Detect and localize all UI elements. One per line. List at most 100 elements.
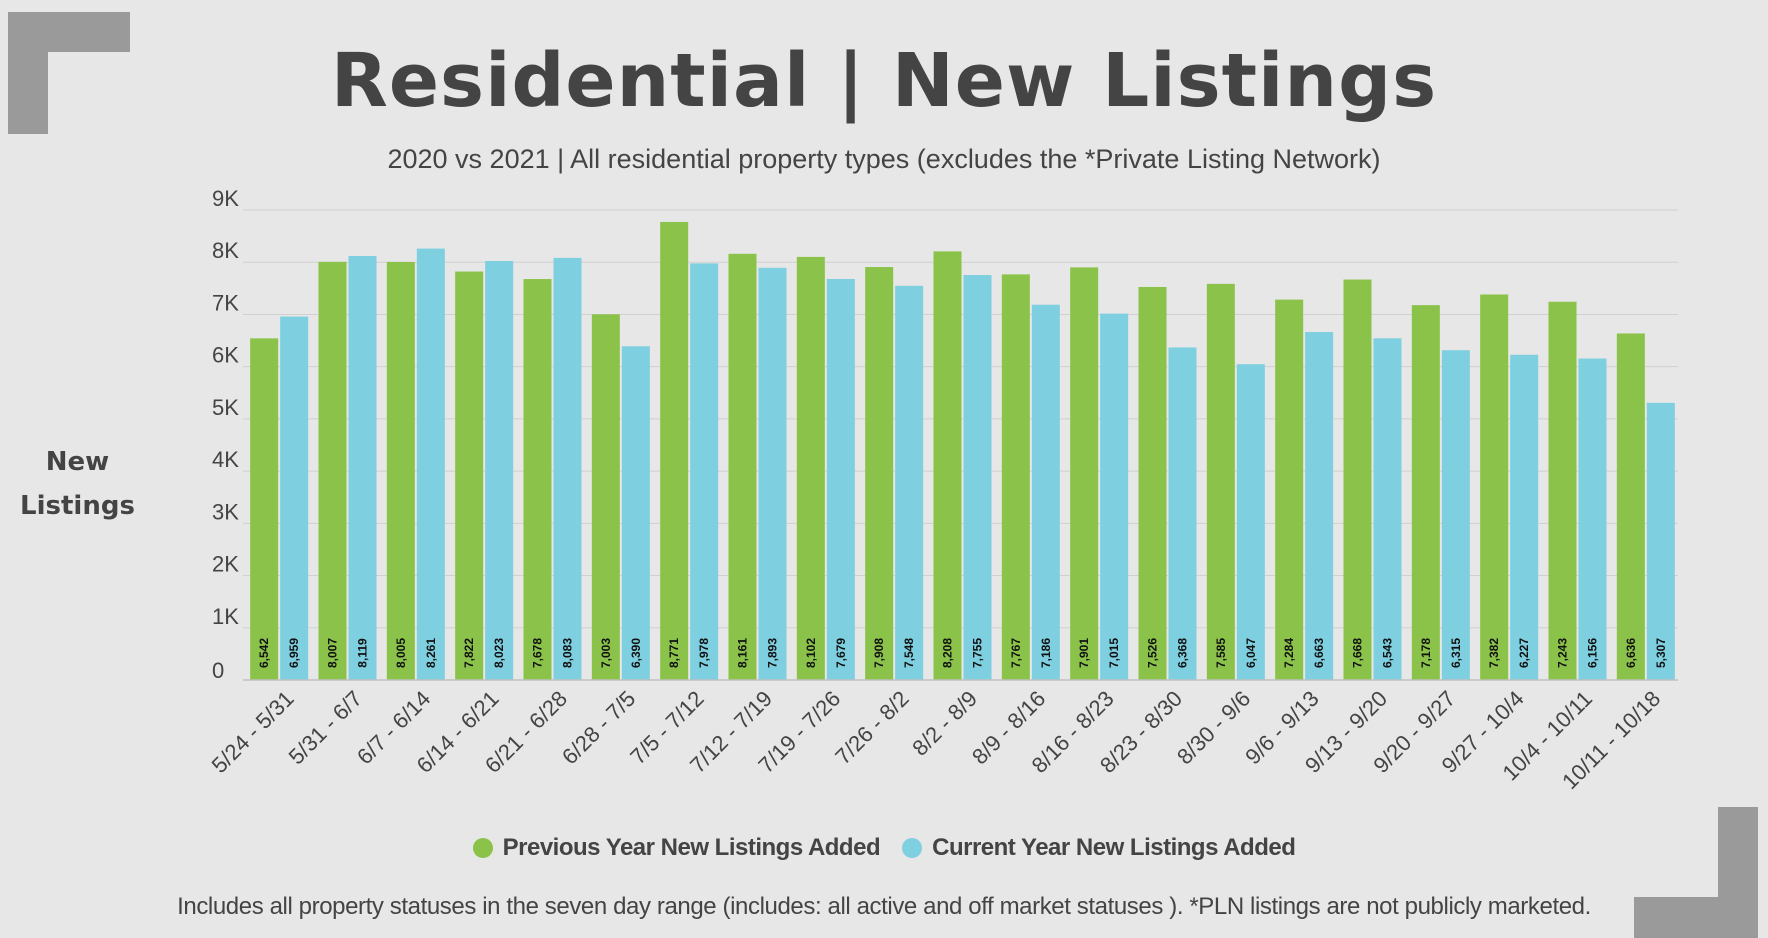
bar-current [690, 263, 719, 680]
y-tick-label: 3K [212, 499, 239, 524]
bar-chart: 0 1K 2K 3K 4K 5K 6K 7K 8K 9K 6,542 6,959 5/24 - 5/31… [207, 186, 1678, 794]
bar-previous [796, 256, 825, 680]
x-tick-label: 5/24 - 5/31 [207, 686, 299, 778]
bar-previous [1070, 267, 1099, 680]
legend-swatch-previous [472, 838, 493, 858]
legend-label-previous: Previous Year New Listings Added [502, 834, 881, 861]
data-label: 8,208 [941, 638, 955, 668]
data-label: 8,771 [667, 638, 681, 668]
bar-previous [660, 221, 689, 680]
data-label: 7,548 [902, 638, 916, 668]
data-label: 7,901 [1077, 638, 1091, 668]
bar-previous [1548, 301, 1577, 680]
bar-current [1646, 402, 1675, 680]
page-title: Residential | New Listings [330, 38, 1438, 124]
data-label: 6,047 [1244, 638, 1258, 668]
data-label: 6,636 [1624, 638, 1638, 668]
bar-current [485, 261, 514, 680]
bar-previous [933, 251, 962, 681]
data-label: 7,015 [1107, 638, 1121, 668]
data-label: 6,156 [1586, 638, 1600, 668]
y-tick-label: 6K [212, 343, 239, 368]
bar-current [621, 346, 650, 680]
data-label: 7,186 [1039, 638, 1053, 668]
y-axis-label: New Listings [20, 447, 135, 521]
data-label: 6,315 [1449, 638, 1463, 668]
data-label: 8,161 [736, 638, 750, 668]
data-label: 7,678 [531, 638, 545, 668]
page-subtitle: 2020 vs 2021 | All residential property … [387, 144, 1381, 174]
data-label: 7,767 [1009, 638, 1023, 668]
data-label: 8,023 [492, 638, 506, 668]
data-label: 7,908 [872, 638, 886, 668]
bar-current [1100, 313, 1129, 680]
data-label: 7,822 [462, 638, 476, 668]
data-label: 7,178 [1419, 638, 1433, 668]
bar-current [1168, 347, 1197, 680]
data-label: 8,005 [394, 638, 408, 668]
x-tick-label: 6/28 - 7/5 [557, 686, 640, 769]
data-label: 7,284 [1282, 638, 1296, 668]
data-label: 7,978 [697, 638, 711, 668]
data-label: 8,007 [326, 638, 340, 668]
bar-previous [318, 261, 347, 680]
legend-item-current: Current Year New Listings Added [902, 834, 1296, 862]
bar-previous [728, 253, 757, 680]
y-tick-label: 0 [212, 658, 224, 683]
data-label: 6,959 [287, 638, 301, 668]
corner-bracket-top-left-vertical [8, 12, 48, 134]
bar-previous [1616, 333, 1645, 680]
bar-current [758, 267, 787, 680]
bar-current [1510, 354, 1539, 680]
bar-previous [1138, 286, 1167, 680]
data-label: 7,668 [1351, 638, 1365, 668]
bar-previous [1411, 305, 1440, 680]
data-label: 5,307 [1654, 638, 1668, 668]
bar-current [895, 285, 924, 680]
bar-current [1373, 338, 1402, 680]
bar-previous [1480, 294, 1509, 680]
bar-previous [386, 261, 415, 680]
data-label: 6,663 [1312, 638, 1326, 668]
data-label: 7,893 [766, 638, 780, 668]
bar-previous [591, 314, 620, 680]
bar-current [1578, 358, 1607, 680]
data-label: 7,755 [971, 638, 985, 668]
data-label: 7,585 [1214, 638, 1228, 668]
x-tick-label: 7/26 - 8/2 [830, 686, 913, 769]
y-tick-label: 2K [212, 552, 239, 577]
data-label: 7,526 [1146, 638, 1160, 668]
data-label: 6,542 [257, 638, 271, 668]
bar-previous [523, 279, 552, 680]
data-label: 7,003 [599, 638, 613, 668]
corner-bracket-bottom-right-vertical [1718, 807, 1758, 938]
bar-previous [865, 267, 894, 680]
bar-current [1441, 350, 1470, 680]
y-tick-label: 9K [212, 186, 239, 211]
data-label: 6,227 [1517, 638, 1531, 668]
data-label: 7,243 [1556, 638, 1570, 668]
data-label: 8,102 [804, 638, 818, 668]
bar-current [280, 316, 309, 680]
bar-current [826, 278, 855, 680]
bar-previous [1275, 299, 1304, 680]
bar-current [1305, 332, 1334, 680]
bar-previous [250, 338, 279, 680]
data-label: 7,679 [834, 638, 848, 668]
bar-previous [1343, 279, 1372, 680]
bar-previous [1206, 283, 1235, 680]
chart-legend: Previous Year New Listings Added Current… [0, 834, 1768, 862]
y-tick-label: 1K [212, 604, 239, 629]
legend-item-previous: Previous Year New Listings Added [472, 834, 881, 862]
y-tick-label: 7K [212, 290, 239, 315]
bar-previous [1001, 274, 1030, 680]
bar-previous [455, 271, 484, 680]
data-label: 6,390 [629, 638, 643, 668]
bar-current [1031, 304, 1060, 680]
bar-current [416, 248, 445, 680]
bar-current [553, 257, 582, 680]
data-label: 6,368 [1176, 638, 1190, 668]
data-label: 8,261 [424, 638, 438, 668]
footnote: Includes all property statuses in the se… [177, 893, 1591, 920]
y-tick-label: 4K [212, 447, 239, 472]
